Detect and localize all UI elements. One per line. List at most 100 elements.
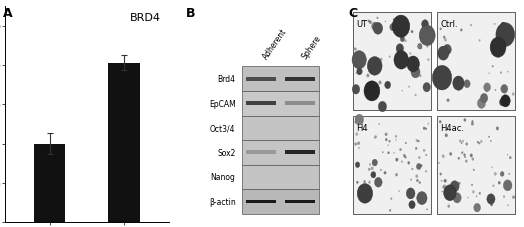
Circle shape	[440, 29, 442, 31]
Bar	[242, 189, 319, 214]
Circle shape	[470, 25, 472, 27]
Circle shape	[486, 90, 488, 93]
Circle shape	[474, 203, 481, 212]
Circle shape	[501, 23, 506, 29]
Circle shape	[476, 196, 477, 197]
Circle shape	[385, 86, 386, 87]
Circle shape	[498, 181, 500, 184]
Circle shape	[481, 141, 482, 143]
Circle shape	[356, 73, 357, 74]
Circle shape	[512, 196, 515, 199]
Bar	[285, 200, 315, 204]
Circle shape	[423, 149, 425, 152]
Circle shape	[366, 74, 369, 78]
Circle shape	[439, 121, 441, 123]
Circle shape	[460, 30, 462, 32]
Bar	[436, 117, 515, 214]
Circle shape	[378, 102, 387, 112]
Circle shape	[454, 186, 455, 187]
Circle shape	[355, 143, 357, 146]
Text: β-actin: β-actin	[209, 197, 236, 206]
Circle shape	[369, 22, 372, 25]
Circle shape	[465, 160, 467, 163]
Circle shape	[445, 134, 447, 137]
Circle shape	[508, 28, 510, 31]
Circle shape	[509, 157, 511, 159]
Circle shape	[425, 128, 427, 130]
Circle shape	[453, 77, 464, 91]
Circle shape	[492, 167, 493, 168]
Circle shape	[392, 16, 410, 38]
Circle shape	[428, 59, 429, 62]
Circle shape	[489, 198, 492, 202]
Circle shape	[427, 209, 428, 210]
Circle shape	[419, 182, 421, 184]
Circle shape	[357, 142, 360, 145]
Circle shape	[477, 141, 478, 143]
Bar	[242, 92, 319, 116]
Circle shape	[357, 69, 362, 76]
Circle shape	[389, 210, 391, 212]
Circle shape	[389, 140, 390, 143]
Bar	[246, 77, 276, 81]
Circle shape	[394, 152, 395, 154]
Circle shape	[490, 38, 506, 58]
Text: UT: UT	[356, 20, 367, 29]
Circle shape	[401, 161, 402, 163]
Circle shape	[500, 72, 501, 74]
Circle shape	[385, 133, 387, 136]
Circle shape	[354, 48, 356, 51]
Circle shape	[379, 81, 381, 85]
Circle shape	[450, 181, 459, 192]
Circle shape	[385, 82, 391, 89]
Circle shape	[503, 196, 505, 198]
Circle shape	[443, 45, 451, 55]
Circle shape	[415, 147, 417, 150]
Text: H4ac.: H4ac.	[440, 123, 464, 132]
Circle shape	[389, 57, 390, 58]
Circle shape	[425, 154, 427, 156]
Circle shape	[411, 168, 413, 170]
Circle shape	[403, 155, 406, 157]
Circle shape	[481, 94, 488, 103]
Circle shape	[442, 191, 443, 192]
Text: Brd4: Brd4	[217, 75, 236, 84]
Circle shape	[500, 32, 505, 37]
Circle shape	[460, 140, 461, 143]
Circle shape	[442, 186, 445, 189]
Text: Adherent: Adherent	[261, 27, 289, 61]
Circle shape	[417, 192, 427, 205]
Circle shape	[405, 40, 407, 43]
Circle shape	[375, 136, 377, 138]
Circle shape	[369, 164, 371, 166]
Circle shape	[438, 162, 439, 164]
Circle shape	[420, 195, 421, 196]
Circle shape	[487, 194, 495, 204]
Circle shape	[444, 39, 446, 42]
Circle shape	[492, 66, 494, 68]
Circle shape	[444, 179, 446, 183]
Circle shape	[479, 40, 481, 42]
Circle shape	[400, 37, 405, 42]
Circle shape	[484, 84, 490, 92]
Bar	[246, 77, 276, 81]
Circle shape	[503, 180, 512, 191]
Circle shape	[440, 173, 442, 175]
Circle shape	[415, 95, 417, 97]
Circle shape	[456, 194, 458, 197]
Bar	[285, 77, 315, 81]
Circle shape	[377, 18, 378, 20]
Circle shape	[466, 143, 468, 146]
Text: EpCAM: EpCAM	[209, 99, 236, 108]
Circle shape	[368, 181, 370, 184]
Text: A: A	[3, 7, 12, 20]
Circle shape	[409, 86, 410, 88]
Circle shape	[458, 158, 460, 160]
Circle shape	[442, 155, 444, 158]
Circle shape	[461, 143, 462, 144]
Circle shape	[367, 57, 382, 76]
Circle shape	[355, 133, 358, 136]
Circle shape	[385, 22, 386, 23]
Bar	[353, 13, 431, 110]
Circle shape	[493, 185, 494, 187]
